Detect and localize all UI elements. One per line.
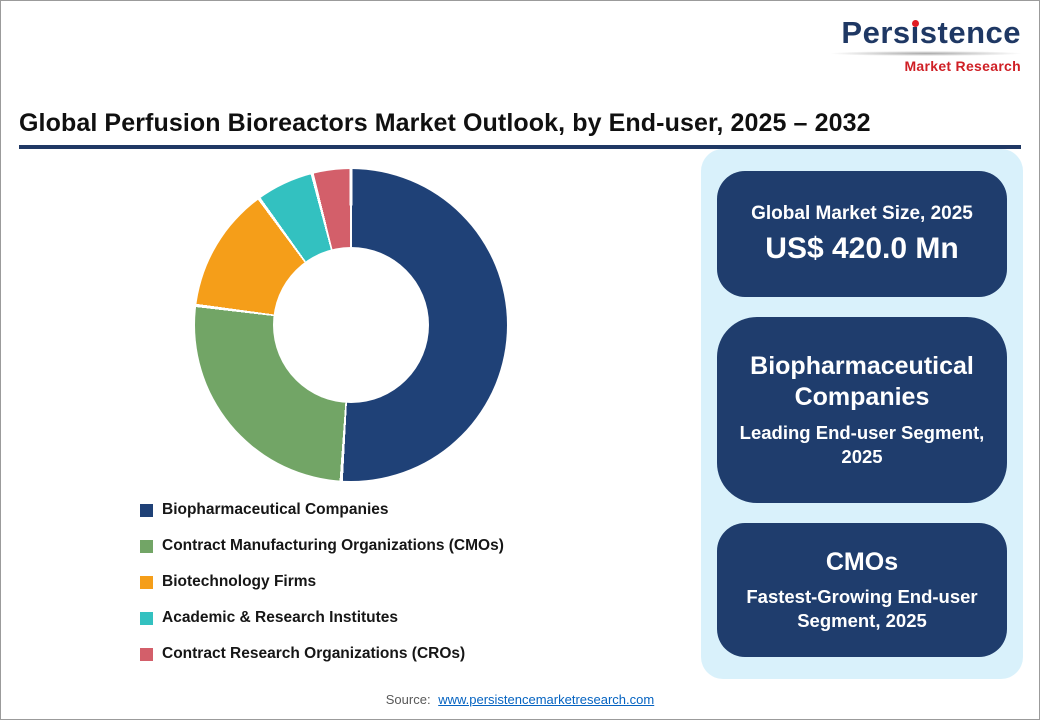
logo-text-part2: stence (919, 15, 1021, 50)
legend-item-cmos: Contract Manufacturing Organizations (CM… (140, 537, 504, 555)
legend-label-academic: Academic & Research Institutes (162, 609, 399, 626)
leading-segment-title: Biopharmaceutical Companies (750, 352, 974, 412)
legend-swatch-academic (140, 611, 153, 625)
legend-swatch-cmos (140, 539, 153, 553)
market-size-card: Global Market Size, 2025 US$ 420.0 Mn (717, 171, 1007, 297)
logo-text-part1: Pers (841, 15, 911, 50)
legend-item-cros: Contract Research Organizations (CROs) (140, 645, 504, 663)
leading-segment-subtitle: Leading End-user Segment, 2025 (739, 421, 985, 467)
logo-subtitle: Market Research (904, 58, 1021, 74)
page-title: Global Perfusion Bioreactors Market Outl… (19, 109, 871, 137)
legend-label-biotechnology: Biotechnology Firms (162, 573, 317, 590)
legend-label-cros: Contract Research Organizations (CROs) (162, 645, 466, 662)
logo-swoosh (831, 51, 1021, 56)
pmr-logo: Persıstence Market Research (791, 17, 1021, 74)
legend-swatch-biotechnology (140, 575, 153, 589)
logo-i-red-dot-icon: ı (910, 15, 920, 50)
source-link[interactable]: www.persistencemarketresearch.com (438, 692, 655, 707)
legend-swatch-cros (140, 647, 153, 661)
legend-item-academic: Academic & Research Institutes (140, 609, 504, 627)
fastest-growing-card: CMOs Fastest-Growing End-user Segment, 2… (717, 523, 1007, 657)
donut-hole (273, 247, 429, 403)
fastest-growing-subtitle: Fastest-Growing End-user Segment, 2025 (746, 586, 978, 632)
market-size-label: Global Market Size, 2025 (751, 202, 973, 224)
legend-item-biopharmaceutical: Biopharmaceutical Companies (140, 501, 504, 519)
legend-item-biotechnology: Biotechnology Firms (140, 573, 504, 591)
logo-wordmark: Persıstence (791, 17, 1021, 48)
highlights-panel: Global Market Size, 2025 US$ 420.0 Mn Bi… (701, 149, 1023, 679)
legend-swatch-biopharmaceutical (140, 503, 153, 517)
chart-legend: Biopharmaceutical Companies Contract Man… (140, 501, 504, 681)
legend-label-cmos: Contract Manufacturing Organizations (CM… (162, 537, 504, 554)
legend-label-biopharmaceutical: Biopharmaceutical Companies (162, 501, 389, 518)
source-line: Source: www.persistencemarketresearch.co… (1, 692, 1039, 707)
source-label: Source: (385, 692, 435, 707)
market-size-value: US$ 420.0 Mn (765, 231, 959, 265)
leading-segment-card: Biopharmaceutical Companies Leading End-… (717, 317, 1007, 503)
fastest-growing-title: CMOs (825, 547, 899, 576)
title-divider (19, 145, 1021, 149)
donut-chart (195, 169, 507, 481)
